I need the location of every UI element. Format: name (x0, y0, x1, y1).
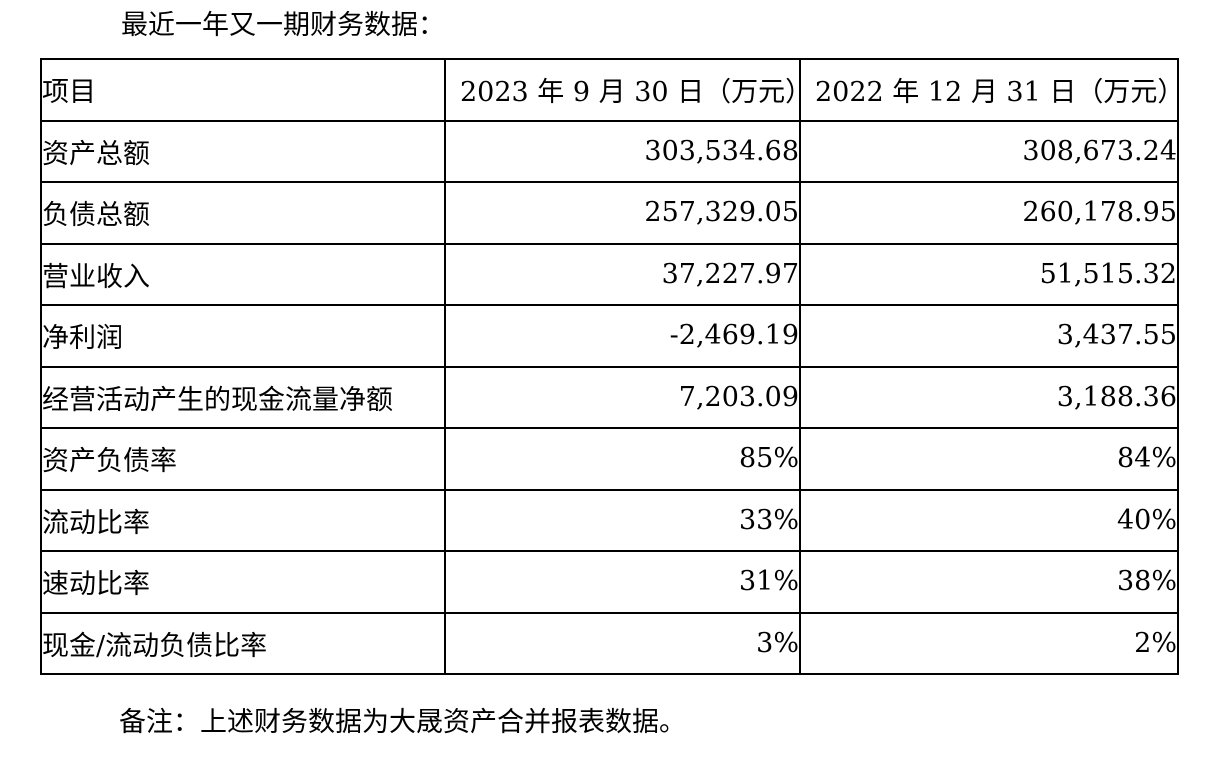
value-2023: 303,534.68 (444, 119, 801, 183)
table-row: 营业收入 37,227.97 51,515.32 (40, 242, 1179, 306)
footnote: 备注：上述财务数据为大晟资产合并报表数据。 (119, 707, 686, 738)
value-2023: 3% (444, 611, 801, 675)
value-2022: 40% (799, 488, 1179, 552)
table-row: 资产总额 303,534.68 308,673.24 (40, 119, 1179, 183)
row-label: 负债总额 (40, 181, 446, 245)
header-2023-sep-30: 2023 年 9 月 30 日（万元） (444, 58, 801, 122)
row-label: 速动比率 (40, 550, 446, 614)
row-label: 营业收入 (40, 242, 446, 306)
value-2023: -2,469.19 (444, 304, 801, 368)
value-2022: 3,188.36 (799, 365, 1179, 429)
value-2022: 260,178.95 (799, 181, 1179, 245)
value-2023: 85% (444, 427, 801, 491)
table-row: 资产负债率 85% 84% (40, 427, 1179, 491)
table-row: 流动比率 33% 40% (40, 488, 1179, 552)
row-label: 流动比率 (40, 488, 446, 552)
value-2022: 84% (799, 427, 1179, 491)
table-row: 净利润 -2,469.19 3,437.55 (40, 304, 1179, 368)
table-header-row: 项目 2023 年 9 月 30 日（万元） 2022 年 12 月 31 日（… (40, 58, 1179, 122)
value-2023: 7,203.09 (444, 365, 801, 429)
row-label: 资产负债率 (40, 427, 446, 491)
value-2022: 308,673.24 (799, 119, 1179, 183)
financial-data-table: 项目 2023 年 9 月 30 日（万元） 2022 年 12 月 31 日（… (40, 58, 1179, 675)
table-row: 速动比率 31% 38% (40, 550, 1179, 614)
table-row: 经营活动产生的现金流量净额 7,203.09 3,188.36 (40, 365, 1179, 429)
table-row: 现金/流动负债比率 3% 2% (40, 611, 1179, 675)
row-label: 经营活动产生的现金流量净额 (40, 365, 446, 429)
value-2022: 2% (799, 611, 1179, 675)
row-label: 净利润 (40, 304, 446, 368)
value-2023: 33% (444, 488, 801, 552)
table-row: 负债总额 257,329.05 260,178.95 (40, 181, 1179, 245)
value-2023: 257,329.05 (444, 181, 801, 245)
row-label: 资产总额 (40, 119, 446, 183)
value-2023: 37,227.97 (444, 242, 801, 306)
value-2023: 31% (444, 550, 801, 614)
section-heading: 最近一年又一期财务数据： (121, 10, 445, 41)
row-label: 现金/流动负债比率 (40, 611, 446, 675)
header-2022-dec-31: 2022 年 12 月 31 日（万元） (799, 58, 1179, 122)
value-2022: 51,515.32 (799, 242, 1179, 306)
value-2022: 38% (799, 550, 1179, 614)
header-item: 项目 (40, 58, 446, 122)
value-2022: 3,437.55 (799, 304, 1179, 368)
